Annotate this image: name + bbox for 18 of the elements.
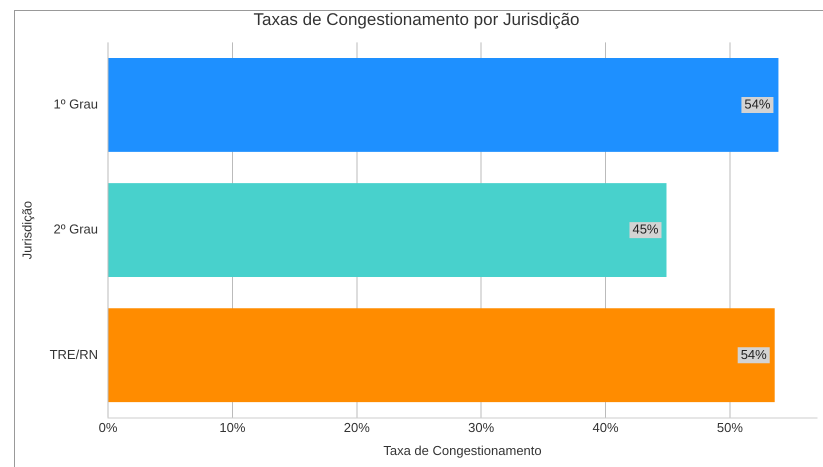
x-tick-label: 40% bbox=[592, 420, 619, 436]
x-axis-title: Taxa de Congestionamento bbox=[383, 442, 542, 458]
data-label: 54% bbox=[744, 96, 771, 112]
x-tick-label: 0% bbox=[98, 420, 118, 436]
x-tick-label: 20% bbox=[344, 420, 370, 436]
bar bbox=[108, 58, 778, 152]
y-axis-title: Jurisdição bbox=[19, 200, 34, 260]
data-label: 45% bbox=[632, 222, 659, 237]
chart-title: Taxas de Congestionamento por Jurisdição bbox=[253, 10, 580, 29]
x-tick-label: 50% bbox=[716, 420, 744, 436]
x-tick-label: 30% bbox=[468, 420, 495, 436]
bar bbox=[108, 308, 775, 402]
y-tick-label: 1º Grau bbox=[53, 96, 98, 112]
data-label: 54% bbox=[740, 346, 768, 362]
bar bbox=[108, 183, 666, 278]
y-tick-label: 2º Grau bbox=[53, 222, 98, 237]
x-tick-label: 10% bbox=[219, 420, 246, 436]
y-tick-label: TRE/RN bbox=[50, 346, 98, 362]
